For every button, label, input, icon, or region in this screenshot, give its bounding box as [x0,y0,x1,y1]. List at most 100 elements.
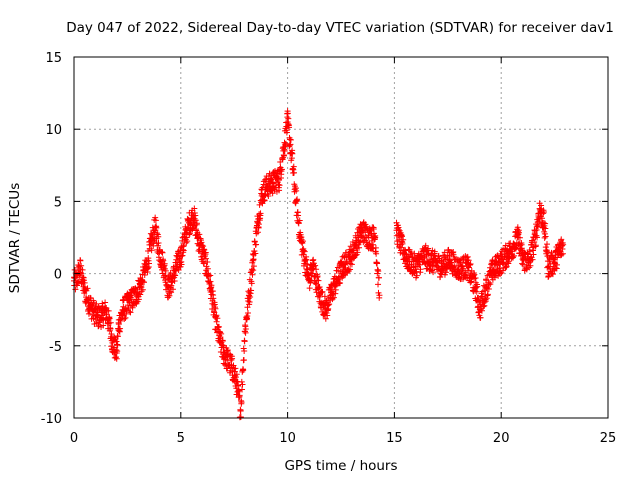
data-point [532,227,539,234]
data-point [544,249,551,256]
data-point [548,249,555,256]
data-point [540,220,547,227]
data-point [184,238,191,245]
data-point [398,233,405,240]
data-point [415,258,422,265]
data-point [515,234,522,241]
data-point [372,234,379,241]
data-point [425,245,432,252]
data-point [113,355,120,362]
data-point [286,124,293,131]
data-point [241,328,248,335]
data-point [551,259,558,266]
data-point [114,342,121,349]
data-point [534,223,541,230]
data-point [499,260,506,267]
data-point [397,241,404,248]
data-point [473,288,480,295]
data-point [511,252,518,259]
data-point [251,238,258,245]
data-point [204,259,211,266]
data-point [217,334,224,341]
data-point [326,301,333,308]
data-point [211,313,218,320]
data-point [282,140,289,147]
data-point [235,387,242,394]
data-point [304,261,311,268]
data-point [472,285,479,292]
data-point [502,242,509,249]
data-point [316,284,323,291]
data-point [234,388,241,395]
data-point [253,241,260,248]
data-point [455,266,462,273]
data-point [216,335,223,342]
data-point [238,399,245,406]
data-point [269,179,276,186]
data-point [216,323,223,330]
data-point [460,265,467,272]
data-point [530,251,537,258]
data-point [80,277,87,284]
y-tick-label: -10 [41,412,62,427]
data-point [194,234,201,241]
data-point [237,414,244,421]
data-point [103,308,110,315]
data-point [233,378,240,385]
data-point [198,239,205,246]
data-point [224,347,231,354]
data-point [356,244,363,251]
data-point [147,241,154,248]
data-point [404,256,411,263]
data-point [203,263,210,270]
data-point [161,260,168,267]
data-point [541,230,548,237]
data-point [343,258,350,265]
data-point [84,285,91,292]
data-point [237,407,244,414]
data-point [85,310,92,317]
data-point [327,292,334,299]
data-point [412,263,419,270]
data-point [558,236,565,243]
data-point [162,279,169,286]
data-point [372,244,379,251]
data-point [554,254,561,261]
data-point [220,350,227,357]
data-point [467,279,474,286]
data-point [85,299,92,306]
data-point [352,241,359,248]
data-point [438,263,445,270]
data-point [393,227,400,234]
data-point [254,229,261,236]
data-point [545,263,552,270]
data-point [465,257,472,264]
data-point [322,315,329,322]
data-point [531,238,538,245]
data-point [208,282,215,289]
data-point [251,247,258,254]
data-point [196,231,203,238]
data-point [102,299,109,306]
data-point [154,230,161,237]
data-point [186,230,193,237]
data-point [111,334,118,341]
data-point [532,242,539,249]
data-point [313,281,320,288]
data-point [139,286,146,293]
data-point [276,176,283,183]
data-point [373,250,380,257]
data-point [236,392,243,399]
data-point [305,277,312,284]
data-point [218,330,225,337]
data-point [262,176,269,183]
data-point [94,313,101,320]
data-point [202,249,209,256]
data-point [141,269,148,276]
data-point [75,262,82,269]
data-point [78,262,85,269]
data-point [499,267,506,274]
data-point [281,152,288,159]
x-axis-label: GPS time / hours [284,458,397,474]
data-point [486,279,493,286]
